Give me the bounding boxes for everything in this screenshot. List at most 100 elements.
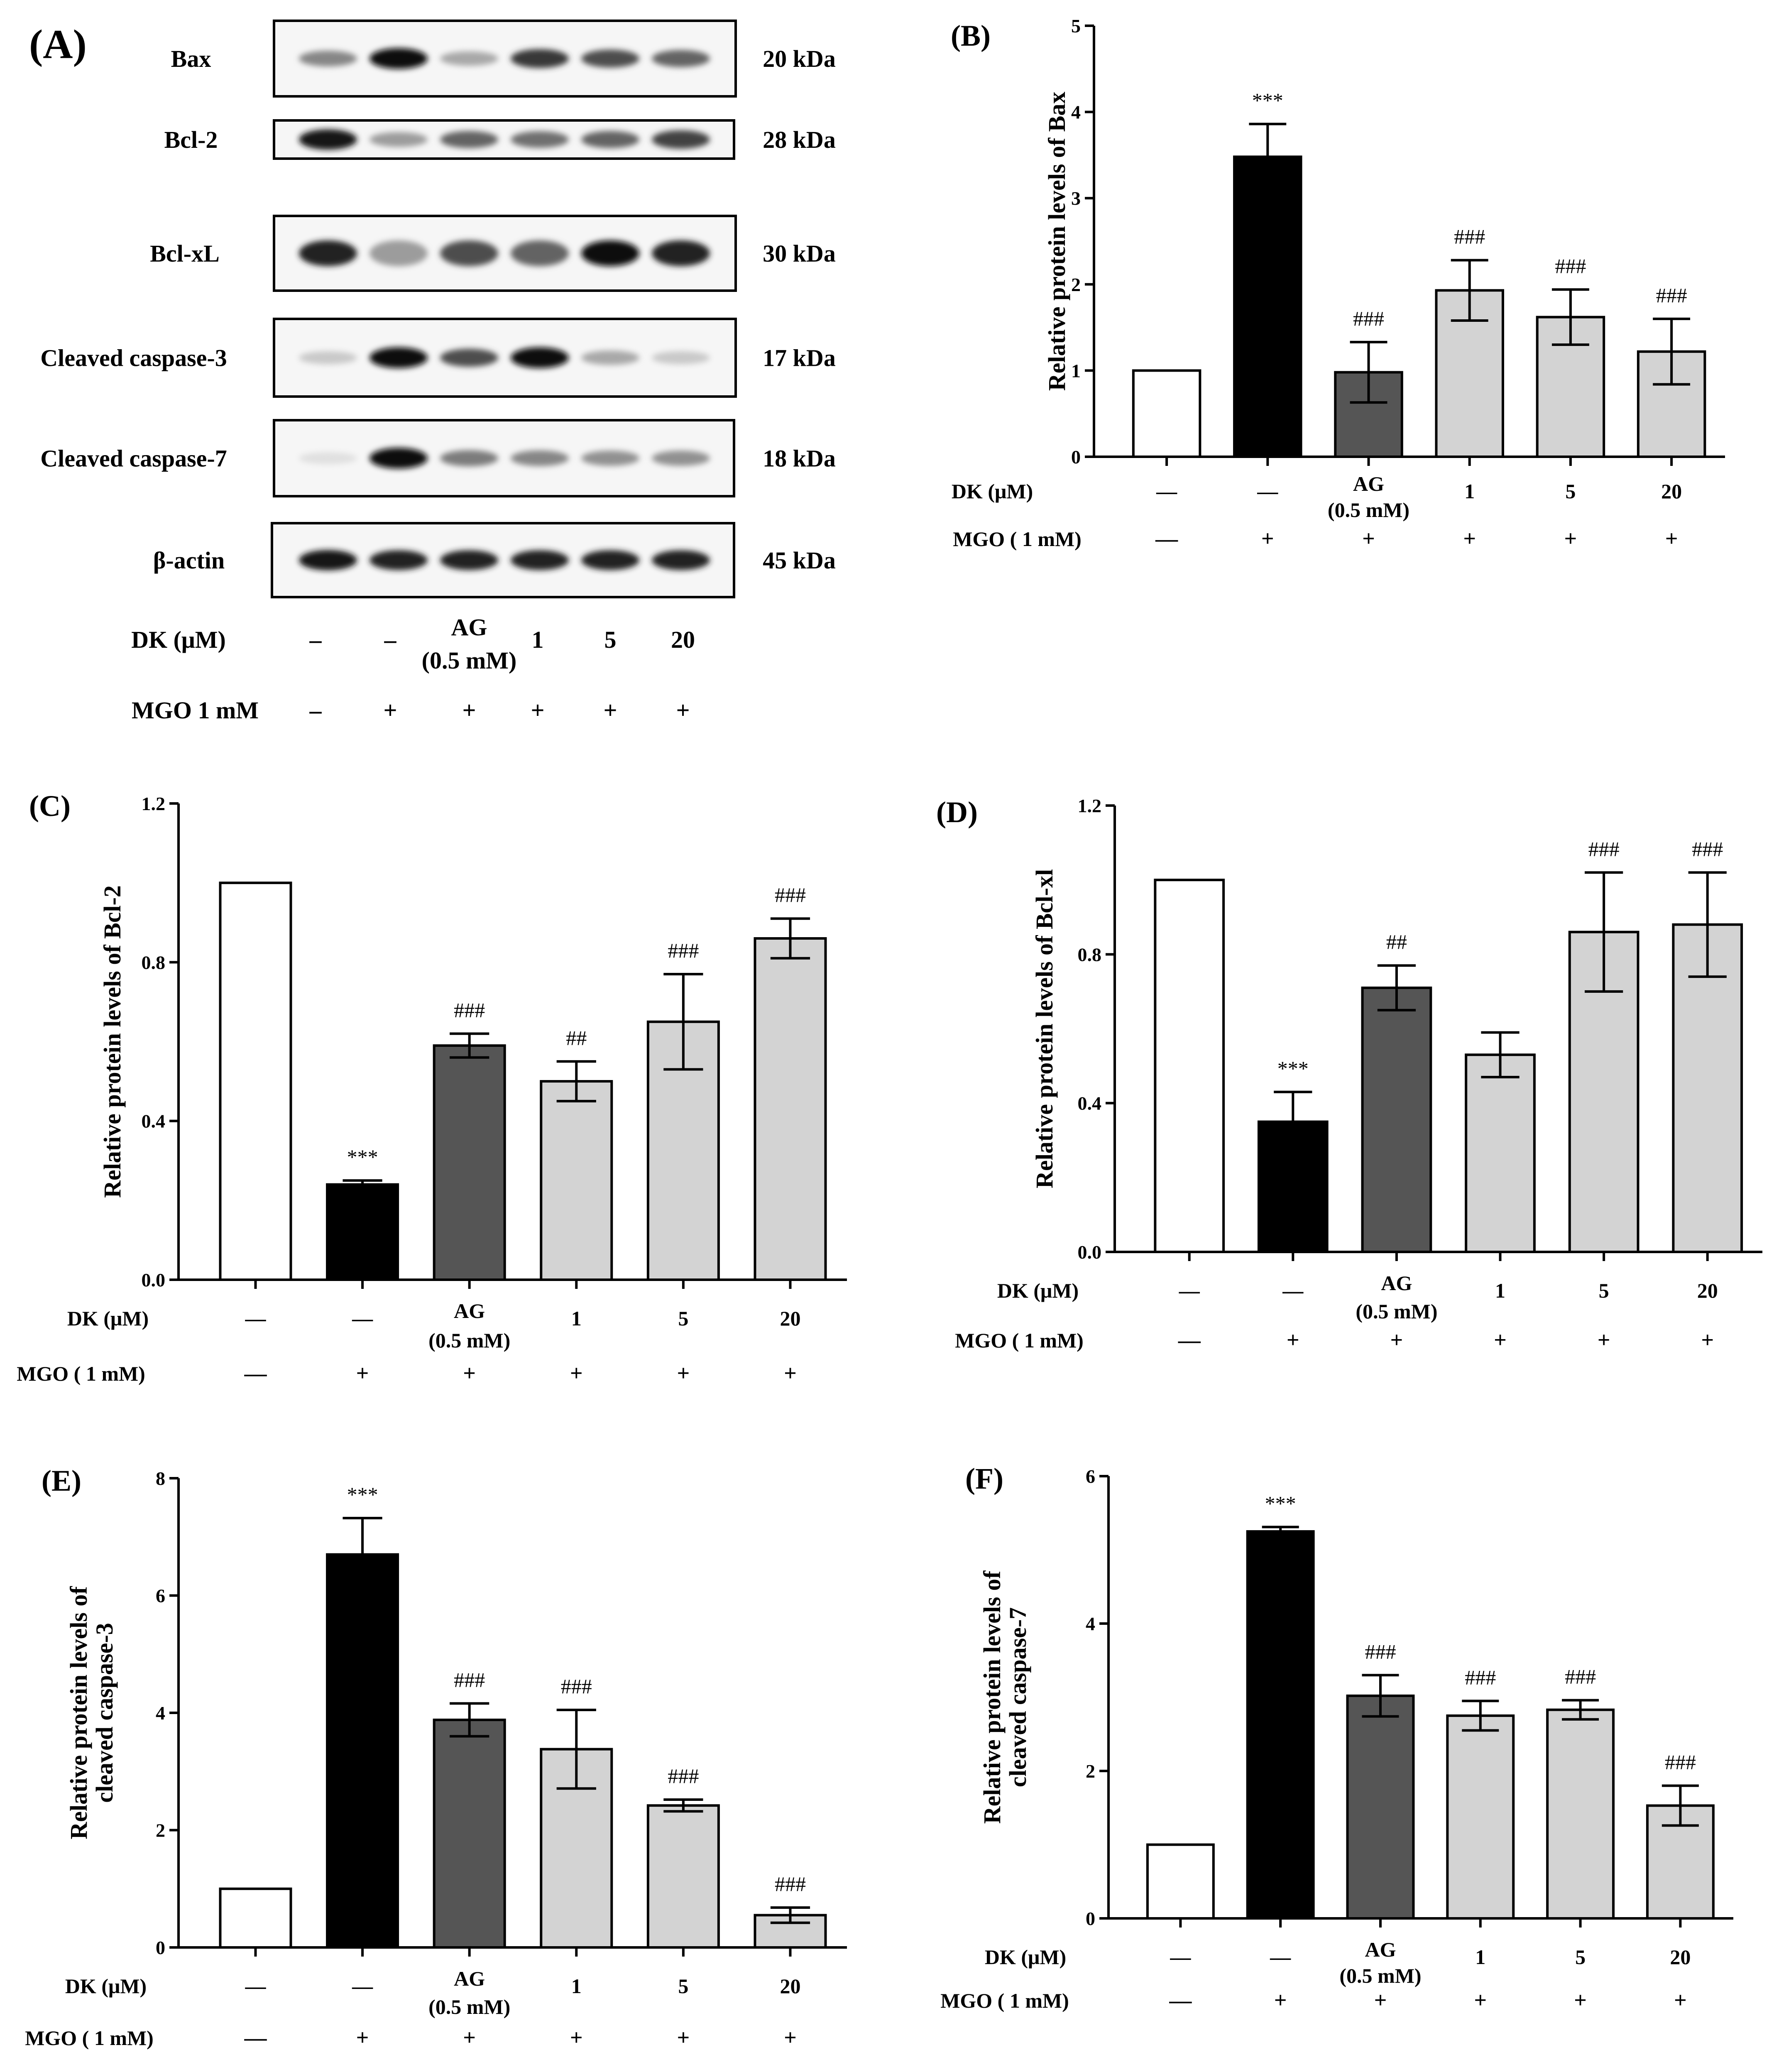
protein-band	[652, 50, 710, 67]
mgo-condition: +	[383, 697, 397, 724]
mgo-condition: +	[784, 2025, 797, 2050]
ag-concentration: (0.5 mM)	[1339, 1964, 1421, 1987]
significance-label: ##	[1386, 930, 1407, 953]
y-tick-label: 0.0	[142, 1269, 166, 1291]
blot-row: Cleaved caspase-7 18 kDa	[40, 419, 836, 497]
mgo-condition: +	[463, 1361, 476, 1386]
mgo-condition: +	[1665, 526, 1678, 551]
chart-panel: (C) 0.0 0.4 0.8 1.2 Relative protein levels o…	[17, 789, 847, 1386]
bar	[1146, 1843, 1215, 1920]
mgo-condition: +	[570, 1361, 583, 1386]
panel-letter: (F)	[965, 1462, 1003, 1495]
y-tick-label: 4	[1071, 102, 1081, 123]
mgo-label: MGO ( 1 mM)	[25, 2026, 154, 2050]
protein-band	[299, 550, 357, 571]
dk-condition: —	[1282, 1279, 1304, 1302]
chart-panel: (F) 0 2 4 6 Relative protein levels ofcleaved…	[940, 1462, 1733, 2013]
mgo-condition: +	[1390, 1327, 1403, 1352]
dk-condition: 5	[1565, 480, 1576, 503]
mgo-condition: +	[1362, 526, 1375, 551]
mgo-condition: +	[1374, 1988, 1387, 2013]
mgo-label: MGO ( 1 mM)	[17, 1362, 145, 1385]
significance-label: ##	[566, 1026, 587, 1049]
significance-label: ###	[1365, 1640, 1396, 1663]
molecular-weight-label: 45 kDa	[763, 547, 836, 574]
y-tick-label: 5	[1071, 15, 1081, 37]
bar	[219, 882, 292, 1281]
mgo-condition: +	[463, 2025, 476, 2050]
mgo-condition: +	[356, 1361, 369, 1386]
molecular-weight-label: 20 kDa	[763, 45, 836, 72]
panel-letter: (E)	[42, 1464, 81, 1497]
chart-panel: (B) 0 1 2 3 4 5 Relative protein levels of Bax *…	[951, 15, 1725, 551]
bar	[754, 937, 827, 1281]
dk-condition: 5	[604, 626, 617, 653]
panel-a-western-blot: (A) Bax 20 kDa Bcl-2 28 kDa Bcl-xL 30 kDa Cleav…	[29, 20, 836, 724]
dk-condition: –	[309, 626, 322, 653]
bar	[1246, 1530, 1315, 1920]
protein-label: Cleaved caspase-7	[40, 445, 227, 472]
dk-condition: 20	[780, 1974, 800, 1998]
bar	[540, 1080, 613, 1281]
dk-condition: 20	[671, 626, 695, 653]
molecular-weight-label: 18 kDa	[763, 445, 836, 472]
dk-condition: AG	[454, 1967, 485, 1990]
protein-band	[440, 51, 498, 66]
protein-band	[511, 49, 569, 68]
y-tick-label: 0.8	[1078, 944, 1102, 965]
mgo-condition: +	[1287, 1327, 1299, 1352]
molecular-weight-label: 30 kDa	[763, 240, 836, 267]
significance-label: ***	[1252, 89, 1283, 112]
molecular-weight-label: 28 kDa	[763, 126, 836, 153]
dk-label: DK (μM)	[65, 1974, 147, 1998]
panel-letter: (B)	[951, 19, 991, 52]
protein-band	[440, 550, 498, 570]
dk-label: DK (μM)	[131, 626, 226, 653]
dk-condition: AG	[1365, 1938, 1396, 1961]
dk-condition: AG	[451, 614, 487, 641]
protein-label: β-actin	[153, 547, 225, 574]
y-tick-label: 0.0	[1078, 1242, 1102, 1263]
dk-condition: 1	[1464, 480, 1475, 503]
protein-label: Cleaved caspase-3	[40, 345, 227, 372]
protein-band	[440, 240, 498, 266]
mgo-condition: —	[1169, 1988, 1192, 2013]
mgo-condition: +	[677, 1361, 690, 1386]
mgo-condition: +	[356, 2025, 369, 2050]
bar	[1465, 1053, 1536, 1253]
mgo-condition: +	[1564, 526, 1577, 551]
significance-label: ###	[1656, 284, 1687, 307]
y-tick-label: 1.2	[1078, 795, 1102, 816]
protein-band	[370, 448, 428, 469]
protein-band	[581, 451, 639, 466]
dk-condition: 1	[571, 1974, 582, 1998]
mgo-condition: +	[1701, 1327, 1714, 1352]
bar	[1672, 923, 1743, 1254]
mgo-condition: —	[1155, 526, 1178, 551]
protein-label: Bax	[171, 45, 211, 72]
protein-band	[652, 451, 710, 466]
mgo-condition: +	[677, 2025, 690, 2050]
mgo-condition: +	[1474, 1988, 1487, 2013]
y-tick-label: 6	[156, 1585, 165, 1607]
significance-label: ###	[775, 883, 806, 906]
protein-label: Bcl-xL	[150, 240, 220, 267]
y-tick-label: 0	[156, 1937, 165, 1958]
y-tick-label: 1	[1071, 360, 1081, 381]
mgo-condition: +	[462, 697, 476, 724]
protein-band	[581, 131, 639, 148]
y-tick-label: 4	[1086, 1613, 1095, 1634]
protein-band	[652, 351, 710, 365]
protein-band	[440, 450, 498, 466]
protein-band	[581, 240, 639, 266]
protein-band	[511, 131, 569, 148]
ag-concentration: (0.5 mM)	[1328, 498, 1409, 522]
y-axis-label: cleaved caspase-7	[1004, 1607, 1031, 1787]
bar	[1546, 1708, 1615, 1920]
y-axis-label: cleaved caspase-3	[91, 1623, 118, 1803]
y-tick-label: 8	[156, 1468, 165, 1489]
significance-label: ###	[1588, 837, 1620, 860]
dk-condition: 1	[1495, 1279, 1505, 1302]
dk-condition: 1	[532, 626, 544, 653]
